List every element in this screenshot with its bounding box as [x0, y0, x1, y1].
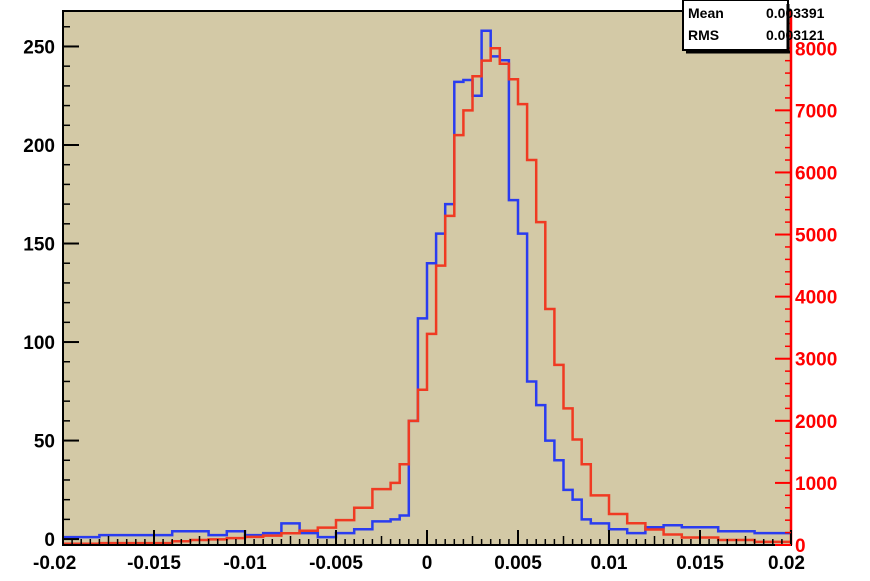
y-left-tick-label: 200	[23, 136, 55, 157]
y-right-tick-label: 4000	[795, 288, 837, 309]
x-tick-label: 0.01	[591, 553, 628, 574]
y-right-tick-label: 3000	[795, 350, 837, 371]
x-tick-label: -0.02	[33, 553, 76, 574]
y-right-tick-label: 1000	[795, 474, 837, 495]
y-left-tick-label: 0	[44, 530, 55, 551]
y-left-tick-label: 250	[23, 37, 55, 58]
series-layer	[63, 29, 791, 546]
stats-mean-label: Mean	[688, 5, 724, 21]
y-right-tick-label: 0	[795, 536, 806, 557]
y-left-tick-label: 150	[23, 235, 55, 256]
x-tick-label: 0.015	[676, 553, 724, 574]
y-right-tick-label: 6000	[795, 163, 837, 184]
stats-rms-label: RMS	[688, 27, 719, 43]
stats-mean-value: 0.003391	[766, 5, 825, 21]
axes-layer: -0.02 -0.015 -0.01 -0.005 0 0.005 0.01 0.015 0.0…	[23, 10, 837, 574]
y-left-tick-label: 50	[34, 432, 55, 453]
stats-rms-value: 0.003121	[766, 27, 825, 43]
series-blue-line	[63, 29, 791, 539]
y-right-tick-label: 8000	[795, 39, 837, 60]
stats-box: Mean 0.003391 RMS 0.003121	[682, 0, 825, 54]
x-tick-label: 0.005	[494, 553, 542, 574]
stats-box-frame	[682, 0, 789, 51]
series-red-line	[63, 47, 791, 546]
x-tick-label: -0.015	[127, 553, 181, 574]
x-tick-label: 0	[422, 553, 433, 574]
y-right-tick-label: 2000	[795, 412, 837, 433]
x-tick-label: -0.01	[223, 553, 267, 574]
x-tick-label: -0.005	[309, 553, 363, 574]
y-left-tick-label: 100	[23, 333, 55, 354]
x-tick-label: 0.02	[768, 553, 805, 574]
y-right-tick-label: 5000	[795, 226, 837, 247]
y-right-tick-label: 7000	[795, 101, 837, 122]
